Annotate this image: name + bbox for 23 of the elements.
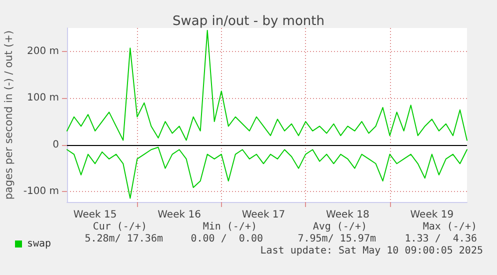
x-tick-label: Week 16 [158, 210, 201, 220]
x-tick-label: Week 17 [242, 210, 286, 220]
line-series [66, 30, 468, 141]
chart-title: Swap in/out - by month [172, 14, 324, 29]
x-tick-label: Week 15 [73, 210, 117, 220]
y-axis-title: pages per second in (-) / out (+) [3, 30, 15, 200]
y-tick-label: 200 m [26, 46, 59, 57]
text: Avg (-/+) [312, 222, 367, 232]
text: 7.95m/ 15.97m [298, 234, 376, 244]
text: Last update: Sat May 10 09:00:05 2025 [260, 246, 483, 256]
x-tick-label: Week 18 [326, 210, 370, 220]
text: 0.00 / 0.00 [190, 234, 263, 244]
y-tick-label: 100 m [26, 92, 59, 104]
text: Min (-/+) [202, 222, 257, 232]
y-tick-label: -100 m [23, 186, 59, 198]
text: 5.28m/ 17.36m [84, 234, 163, 244]
text: Cur (-/+) [92, 222, 147, 232]
line-series [66, 146, 468, 199]
y-tick-label: 0 [52, 139, 59, 150]
text: 1.33 / 4.36 [404, 234, 477, 244]
x-tick-label: Week 19 [410, 210, 454, 220]
legend-label: swap [27, 238, 52, 250]
text: Max (-/+) [422, 222, 477, 232]
